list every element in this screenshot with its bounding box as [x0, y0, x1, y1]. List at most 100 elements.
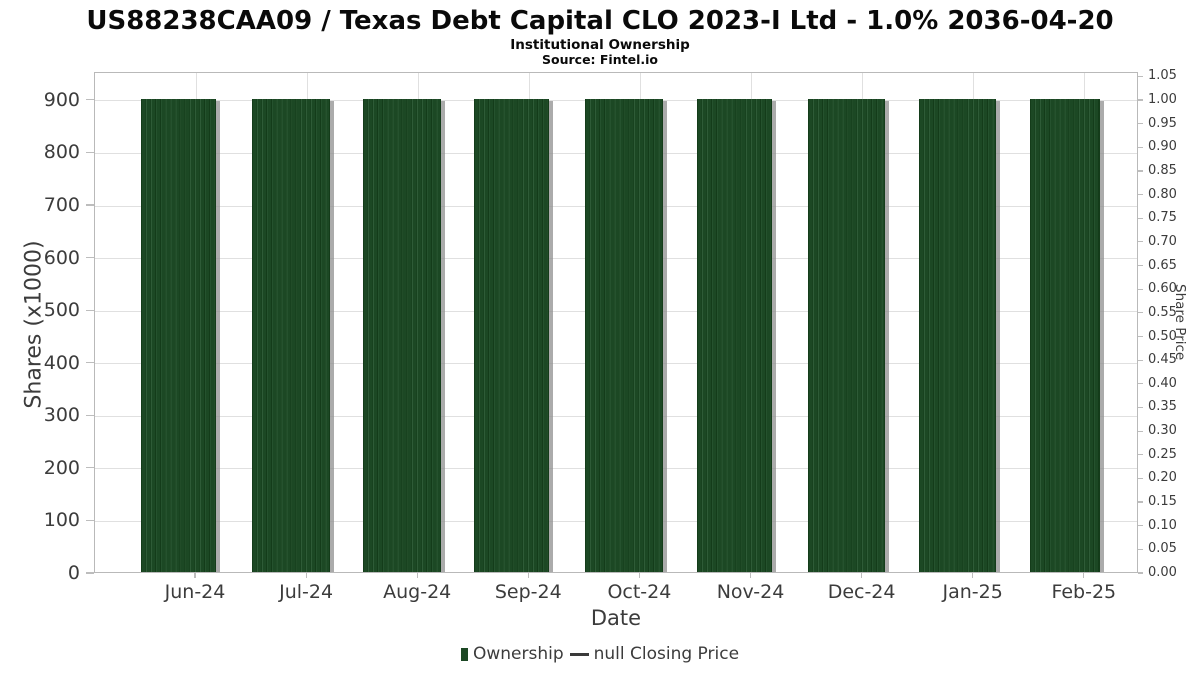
bar[interactable]: [585, 98, 664, 572]
y-tick-label-right: 0.30: [1148, 423, 1177, 439]
y-tick-mark-right: [1138, 454, 1143, 456]
legend-label-ownership: Ownership: [472, 644, 564, 664]
y-tick-mark-right: [1138, 548, 1143, 550]
closing-price-line-marker-icon: [569, 652, 589, 656]
y-tick-mark-right: [1138, 312, 1143, 314]
y-tick-mark-right: [1138, 501, 1143, 503]
y-tick-label-right: 1.00: [1148, 92, 1177, 107]
legend-label-closing-price: null Closing Price: [593, 644, 740, 664]
y-tick-mark-right: [1138, 359, 1143, 361]
legend-item-ownership[interactable]: Ownership: [460, 644, 564, 664]
y-tick-mark-right: [1138, 75, 1143, 77]
y-tick-mark-right: [1138, 264, 1143, 267]
ownership-bar-marker-icon: [460, 647, 468, 661]
y-tick-mark-right: [1138, 194, 1143, 196]
y-tick-label-left: 300: [43, 404, 80, 427]
bar[interactable]: [141, 98, 217, 572]
y-tick-label-right: 0.20: [1148, 470, 1177, 486]
y-tick-label-left: 800: [43, 141, 80, 164]
x-tick-mark: [972, 573, 974, 578]
x-tick-mark: [1083, 573, 1085, 578]
y-tick-label-right: 0.65: [1148, 257, 1177, 273]
y-tick-mark-right: [1138, 430, 1143, 432]
legend: Ownership null Closing Price: [0, 644, 1200, 664]
y-tick-mark-left: [86, 151, 94, 154]
x-tick-mark: [749, 573, 752, 578]
y-tick-mark-left: [86, 204, 94, 206]
y-tick-mark-left: [86, 309, 94, 311]
y-tick-mark-left: [86, 467, 94, 469]
y-tick-label-right: 0.60: [1148, 281, 1177, 297]
y-tick-label-right: 0.45: [1148, 352, 1177, 368]
y-tick-label-right: 0.10: [1148, 517, 1177, 533]
plot-area: [94, 72, 1138, 573]
y-axis-label-right: Share Price: [1172, 283, 1188, 361]
x-tick-mark: [194, 573, 196, 578]
y-tick-label-right: 0.05: [1148, 541, 1177, 557]
y-tick-mark-left: [86, 362, 94, 364]
y-tick-label-left: 0: [67, 562, 80, 584]
legend-item-closing-price[interactable]: null Closing Price: [569, 644, 740, 664]
y-tick-label-left: 100: [43, 509, 80, 532]
y-tick-mark-right: [1138, 217, 1143, 219]
y-tick-label-right: 0.00: [1148, 565, 1177, 580]
x-tick-label: Sep-24: [494, 581, 562, 603]
y-tick-mark-left: [86, 572, 94, 574]
x-tick-mark: [305, 573, 307, 578]
y-tick-label-left: 500: [43, 299, 80, 322]
y-tick-mark-right: [1138, 123, 1143, 125]
x-tick-mark: [638, 573, 640, 578]
y-tick-mark-right: [1138, 477, 1143, 479]
y-tick-label-left: 700: [43, 194, 80, 216]
x-tick-label: Oct-24: [607, 581, 672, 603]
bar[interactable]: [363, 98, 441, 572]
bar[interactable]: [918, 98, 997, 572]
x-axis-label: Date: [590, 606, 642, 630]
y-tick-label-right: 0.85: [1148, 162, 1177, 178]
y-tick-mark-right: [1138, 383, 1143, 385]
y-tick-mark-left: [86, 256, 94, 259]
x-tick-label: Nov-24: [716, 581, 785, 603]
y-tick-mark-right: [1138, 335, 1143, 338]
chart-source-note: Source: Fintel.io: [542, 52, 658, 67]
y-tick-mark-right: [1138, 525, 1143, 527]
x-tick-label: Jan-25: [942, 581, 1003, 603]
y-tick-label-right: 0.15: [1148, 494, 1177, 510]
x-tick-label: Feb-25: [1051, 581, 1117, 603]
x-tick-mark: [861, 573, 863, 578]
y-tick-label-left: 400: [43, 351, 80, 374]
bar[interactable]: [807, 98, 886, 572]
y-tick-mark-right: [1138, 99, 1143, 101]
y-tick-label-right: 0.75: [1148, 210, 1177, 226]
y-tick-label-right: 0.50: [1148, 328, 1177, 344]
bar[interactable]: [252, 98, 330, 572]
y-tick-mark-right: [1138, 241, 1143, 243]
y-tick-label-right: 1.05: [1148, 68, 1177, 84]
bar[interactable]: [1029, 98, 1101, 572]
x-tick-label: Jul-24: [279, 581, 334, 603]
bar[interactable]: [696, 98, 772, 572]
y-tick-mark-left: [86, 99, 94, 101]
y-tick-mark-right: [1138, 146, 1143, 148]
y-tick-label-right: 0.35: [1148, 399, 1177, 415]
y-tick-label-right: 0.80: [1148, 186, 1177, 202]
x-tick-mark: [527, 573, 529, 578]
bar[interactable]: [474, 98, 550, 572]
y-tick-mark-right: [1138, 406, 1143, 409]
y-tick-label-right: 0.40: [1148, 375, 1177, 391]
y-tick-mark-left: [86, 519, 94, 522]
y-tick-label-right: 0.95: [1148, 115, 1177, 131]
y-tick-mark-right: [1138, 170, 1143, 172]
y-tick-mark-left: [86, 414, 94, 416]
y-tick-label-right: 0.25: [1148, 446, 1177, 462]
x-tick-label: Dec-24: [827, 581, 896, 603]
y-tick-label-left: 600: [43, 246, 80, 269]
x-tick-mark: [416, 573, 418, 578]
y-tick-label-left: 200: [43, 456, 80, 479]
y-tick-label-right: 0.55: [1148, 304, 1177, 320]
y-tick-mark-right: [1138, 288, 1143, 290]
chart-title: US88238CAA09 / Texas Debt Capital CLO 20…: [86, 6, 1114, 36]
x-tick-label: Jun-24: [164, 581, 226, 603]
y-tick-label-left: 900: [43, 88, 80, 111]
